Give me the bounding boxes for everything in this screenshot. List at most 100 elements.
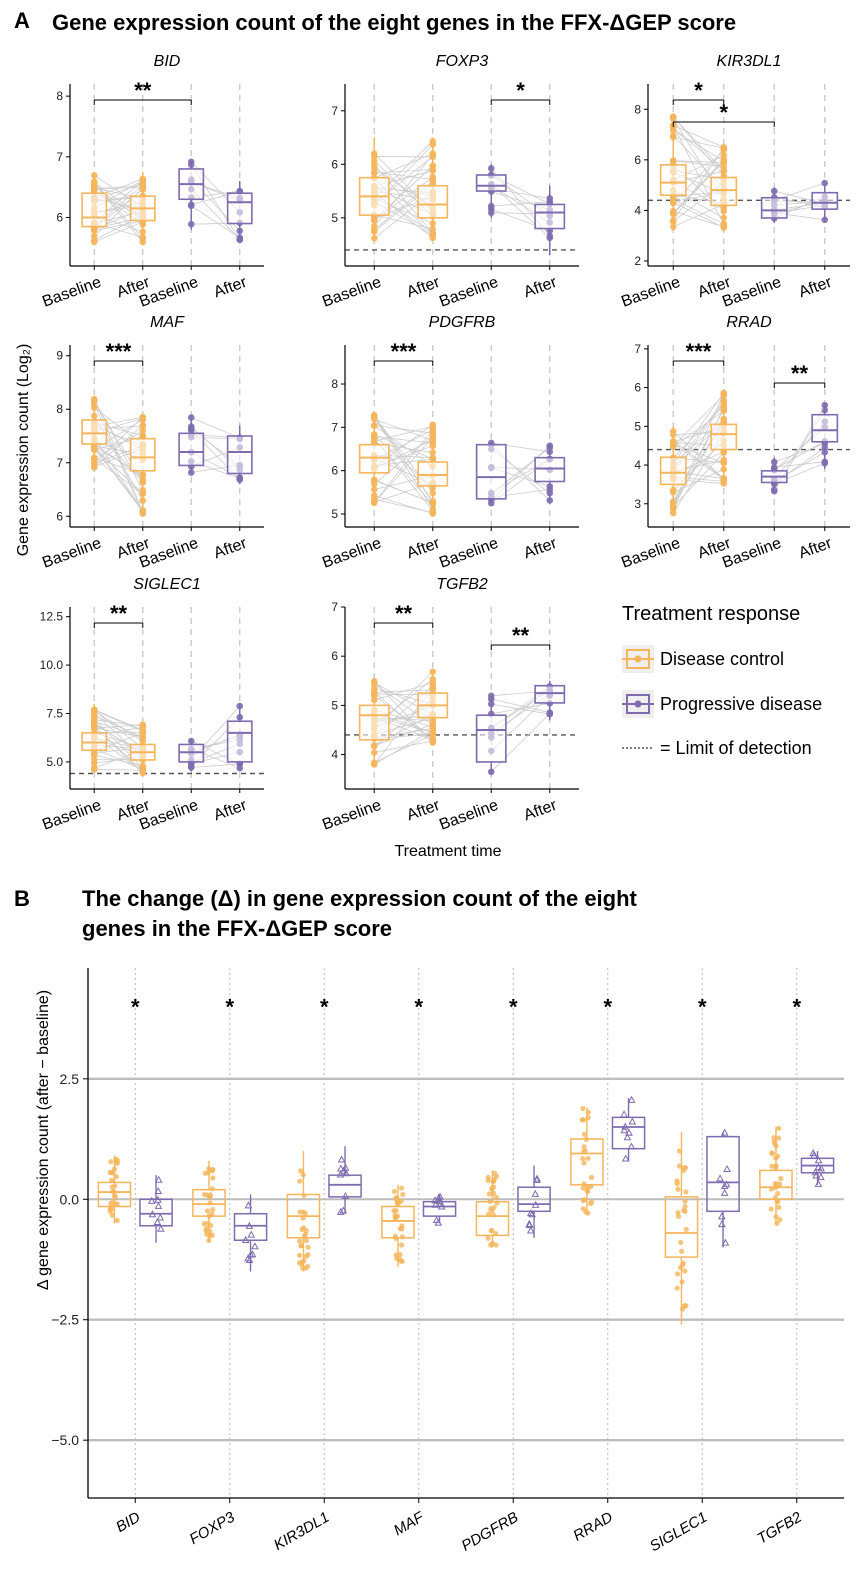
- sig-label: *: [694, 78, 703, 103]
- pair-line: [672, 394, 725, 447]
- box: [710, 423, 738, 451]
- legend-label-progressive-disease: Progressive disease: [660, 694, 822, 714]
- pair-line: [673, 130, 724, 162]
- data-point: [533, 1175, 541, 1183]
- data-point: [399, 1258, 405, 1265]
- data-point: [580, 1105, 586, 1112]
- sig-label: *: [225, 995, 234, 1020]
- data-point: [297, 1178, 303, 1184]
- y-tick-label: 8: [56, 402, 63, 416]
- x-tick-label: After: [212, 797, 250, 825]
- y-tick-label: 8: [634, 102, 641, 116]
- data-point: [298, 1243, 304, 1249]
- sig-label: *: [516, 78, 525, 103]
- data-point: [580, 1185, 586, 1191]
- pair-line: [373, 435, 434, 485]
- y-tick-label: 12.5: [40, 610, 64, 624]
- data-point: [493, 1173, 500, 1179]
- box: [475, 1200, 510, 1237]
- box: [811, 413, 839, 443]
- x-tick-label: Baseline: [437, 797, 501, 834]
- pair-line: [672, 392, 725, 465]
- data-point: [400, 1191, 406, 1198]
- pair-line: [374, 418, 433, 441]
- box: [417, 184, 449, 219]
- pair-line: [774, 441, 825, 470]
- box: [358, 704, 390, 741]
- pair-line: [374, 169, 433, 174]
- y-tick-label: 6: [331, 157, 338, 171]
- pair-line: [673, 160, 724, 167]
- sig-label: *: [603, 995, 612, 1020]
- pair-line: [374, 171, 433, 180]
- data-point: [435, 1196, 444, 1204]
- x-tick-label: FOXP3: [187, 1508, 239, 1548]
- data-point: [147, 1196, 156, 1204]
- panel-b-ylabel: Δ gene expression count (after − baselin…: [35, 990, 52, 1290]
- data-point: [156, 1224, 165, 1232]
- sig-label: **: [134, 78, 152, 103]
- data-point: [244, 1254, 252, 1262]
- pair-line: [373, 691, 434, 743]
- data-point: [434, 1193, 443, 1201]
- data-point: [676, 1163, 683, 1169]
- data-point: [209, 1167, 215, 1173]
- y-tick-label: 5: [331, 507, 338, 521]
- data-point: [305, 1263, 311, 1270]
- sig-label: *: [131, 995, 140, 1020]
- y-tick-label: 6: [56, 210, 63, 224]
- box: [570, 1138, 604, 1186]
- data-point: [581, 1144, 587, 1150]
- pair-line: [94, 184, 143, 190]
- y-tick-label: 7.5: [46, 706, 63, 720]
- sig-label: **: [512, 623, 530, 648]
- box: [192, 1188, 226, 1217]
- box: [226, 192, 253, 225]
- data-point: [683, 1226, 689, 1233]
- box: [664, 1196, 699, 1258]
- pair-line: [94, 709, 143, 731]
- data-point: [809, 1148, 818, 1156]
- pair-line: [373, 416, 434, 502]
- data-point: [720, 1181, 729, 1189]
- data-point: [398, 1242, 405, 1248]
- y-tick-label: 4: [331, 748, 338, 762]
- pair-line: [93, 437, 144, 512]
- data-point: [298, 1168, 304, 1174]
- pair-line: [94, 710, 143, 742]
- data-point: [717, 1212, 726, 1220]
- box: [81, 419, 108, 445]
- data-point: [580, 1155, 586, 1162]
- data-point: [399, 1226, 405, 1232]
- pair-line: [672, 159, 725, 214]
- data-point: [209, 1186, 215, 1192]
- y-tick-label: 7: [634, 342, 641, 356]
- gene-title: BID: [154, 53, 181, 70]
- y-tick-label: 9: [56, 349, 63, 363]
- data-point: [817, 1173, 825, 1181]
- box: [417, 461, 449, 487]
- legend-key-disease-control: [622, 645, 654, 673]
- data-point: [585, 1155, 591, 1162]
- box: [328, 1174, 362, 1198]
- panel-b-letter: B: [14, 886, 30, 911]
- data-point: [775, 1190, 781, 1197]
- gene-title: FOXP3: [436, 53, 489, 70]
- sig-label: ***: [391, 339, 417, 364]
- pair-line: [94, 458, 143, 494]
- y-tick-label: 6: [331, 649, 338, 663]
- x-tick-label: Baseline: [720, 274, 784, 311]
- pair-line: [672, 127, 725, 171]
- pair-line: [374, 740, 433, 753]
- data-point: [114, 1217, 120, 1224]
- y-tick-label: 4: [634, 458, 641, 472]
- x-tick-label: Baseline: [619, 535, 683, 572]
- pair-line: [672, 405, 725, 459]
- sig-label: *: [698, 995, 707, 1020]
- pair-line: [94, 443, 143, 479]
- sig-label: *: [414, 995, 423, 1020]
- data-point: [580, 1197, 586, 1204]
